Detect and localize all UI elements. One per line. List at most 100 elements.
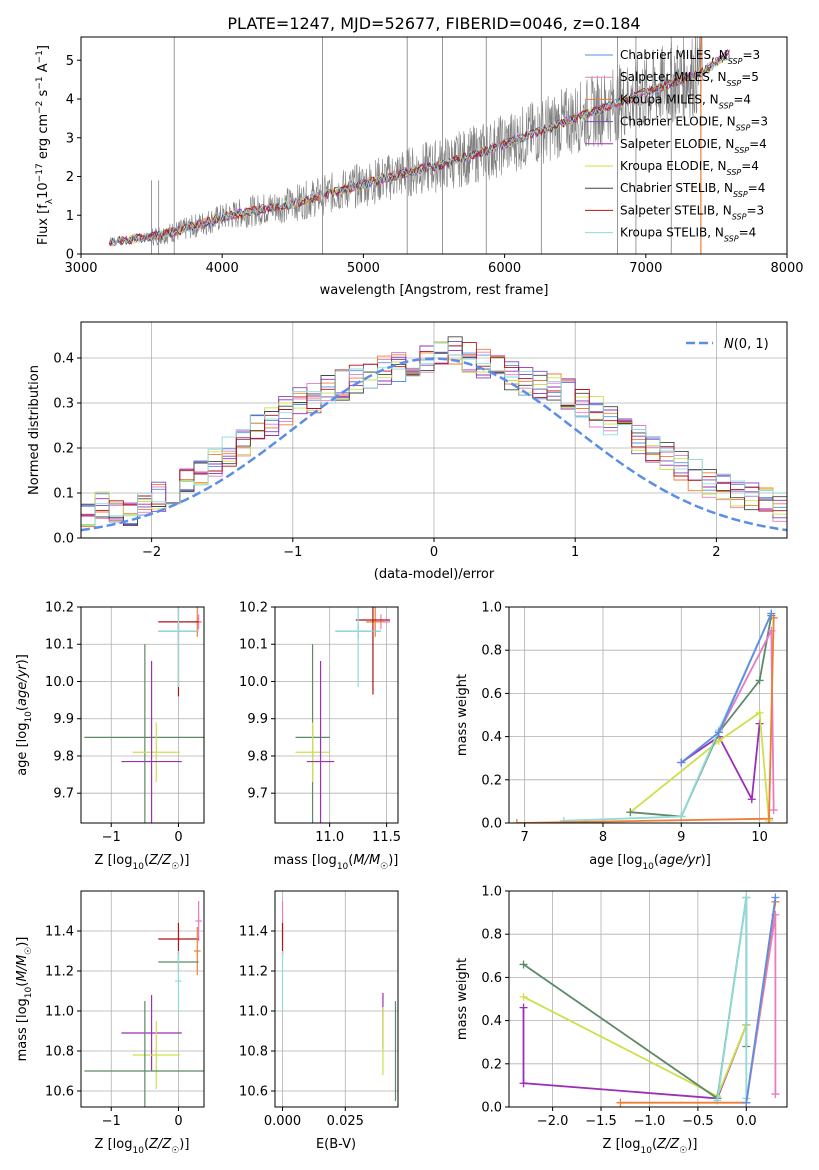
axes-frame <box>80 890 205 1108</box>
label-part: −17 <box>35 163 45 182</box>
legend-text: =3 <box>742 48 760 62</box>
y-tick-label: 0.1 <box>53 487 74 502</box>
x-tick-label: 0.0 <box>736 1114 757 1129</box>
plot-content <box>84 901 204 1107</box>
legend-text: =4 <box>741 159 759 173</box>
model-spectrum <box>108 50 730 247</box>
axes-frame <box>274 606 399 824</box>
legend-label: Salpeter STELIB, NSSP=3 <box>620 203 764 221</box>
label-part: 10 <box>36 182 51 199</box>
y-tick-label: 10.8 <box>239 1045 268 1060</box>
label-part: −1 <box>35 76 45 89</box>
label-part: ( <box>348 853 353 868</box>
y-tick-label: 10.2 <box>45 601 74 616</box>
y-tick-label: 1 <box>66 209 74 224</box>
y-tick-label: 10.0 <box>45 675 74 690</box>
y-tick-label: 0.4 <box>481 730 502 745</box>
x-tick-label: 10 <box>751 830 768 845</box>
axis-label: Z [log10(Z/Z☉)] <box>95 853 190 872</box>
panel-age_vs_mass: 11.0 11.5 9.7 9.8 9.9 10.0 10.1 10.2 mass [log10… <box>239 601 401 873</box>
legend-text: Kroupa STELIB, N <box>620 226 724 240</box>
label-part: age/yr <box>15 663 30 706</box>
plus-marker <box>764 814 773 823</box>
y-tick-label: 0.6 <box>481 971 502 986</box>
plot-area <box>81 891 204 1107</box>
x-tick-label: −1.5 <box>585 1114 617 1129</box>
y-tick-label: 11.4 <box>239 925 268 940</box>
y-tick-label: 10.6 <box>239 1085 268 1100</box>
legend-subscript: SSP <box>719 101 734 110</box>
legend-subscript: SSP <box>727 79 742 88</box>
plus-marker <box>747 795 756 804</box>
label-part: age [log <box>15 723 30 776</box>
x-tick-label: 0.000 <box>264 1114 301 1129</box>
panel-residual_histogram: −2 −1 0 1 2 0.0 0.1 0.2 0.3 0.4 (data-model)/error… <box>27 321 788 582</box>
label-part: )] <box>15 654 30 664</box>
panel-massweight_vs_age: 7 8 9 10 0.0 0.2 0.4 0.6 0.8 1.0 mass weight age [l… <box>455 601 788 872</box>
label-part: 10 <box>24 711 34 723</box>
y-tick-label: 0.0 <box>481 817 502 832</box>
axes-frame <box>80 606 205 824</box>
legend-text: =3 <box>750 115 768 129</box>
y-tick-label: 0.2 <box>481 1057 502 1072</box>
axes-frame <box>508 606 788 824</box>
y-tick-label: 1.0 <box>481 601 502 616</box>
axis-label: age [log10(age/yr)] <box>589 853 711 872</box>
x-tick-label: −2 <box>142 545 161 560</box>
label-part: 10 <box>24 986 34 998</box>
x-tick-label: −1.0 <box>634 1114 666 1129</box>
y-tick-label: 0.8 <box>481 644 502 659</box>
x-axis-label: E(B-V) <box>316 1137 356 1152</box>
mass-weight-line <box>745 897 777 1103</box>
x-tick-label: 6000 <box>488 261 521 276</box>
label-part: erg cm <box>36 114 51 163</box>
legend-subscript: SSP <box>733 190 748 199</box>
y-tick-label: 0.4 <box>53 352 74 367</box>
legend-text: Chabrier MILES, N <box>620 48 728 62</box>
legend-label: Kroupa STELIB, NSSP=4 <box>620 226 756 244</box>
y-axis-label: mass weight <box>455 958 470 1040</box>
normal-curve <box>81 357 787 532</box>
plus-marker <box>755 708 764 717</box>
y-tick-label: 9.8 <box>53 749 74 764</box>
plus-marker <box>742 1098 751 1107</box>
y-tick-label: 10.0 <box>239 675 268 690</box>
label-part: ] <box>36 45 51 50</box>
label-part: )] <box>701 853 711 868</box>
y-tick-label: 9.9 <box>247 712 268 727</box>
model-spectrum <box>108 52 730 247</box>
y-tick-label: 5 <box>66 54 74 69</box>
plus-marker <box>755 676 764 685</box>
label-part: Flux [f <box>36 204 51 245</box>
axis-label: mass [log10(M/M☉)] <box>274 853 399 872</box>
label-part: ☉ <box>679 1146 687 1156</box>
label-part: 10 <box>337 862 349 872</box>
y-tick-label: 0.0 <box>53 532 74 547</box>
x-tick-label: 11.5 <box>372 830 401 845</box>
plus-marker <box>767 609 776 618</box>
y-tick-label: 10.6 <box>45 1085 74 1100</box>
x-tick-label: 2 <box>712 545 720 560</box>
plus-marker <box>714 736 723 745</box>
panel-age_vs_Z: −1 09.79.89.910.010.110.2Z [log10(Z/Z☉)]a… <box>15 601 205 872</box>
plus-marker <box>714 728 723 737</box>
observed-spectrum <box>109 37 703 246</box>
y-tick-label: 3 <box>66 131 74 146</box>
legend-subscript: SSP <box>732 212 747 221</box>
legend-text: =5 <box>741 70 759 84</box>
legend-label: Chabrier MILES, NSSP=3 <box>620 48 760 66</box>
plus-marker <box>769 613 778 622</box>
x-tick-label: 4000 <box>206 261 239 276</box>
axis-label: Z [log10(Z/Z☉)] <box>95 1137 190 1156</box>
label-part: ☉ <box>171 1146 179 1156</box>
plot-area <box>509 891 787 1107</box>
legend-text: =4 <box>749 137 767 151</box>
y-tick-label: 9.8 <box>247 749 268 764</box>
plus-marker <box>519 1079 528 1088</box>
legend-text: N <box>724 337 734 352</box>
y-tick-label: 1.0 <box>481 885 502 900</box>
label-part: 10 <box>640 1146 652 1156</box>
axes-frame <box>508 890 788 1108</box>
mass-weight-line <box>680 723 761 803</box>
legend-text: Chabrier ELODIE, N <box>620 115 736 129</box>
